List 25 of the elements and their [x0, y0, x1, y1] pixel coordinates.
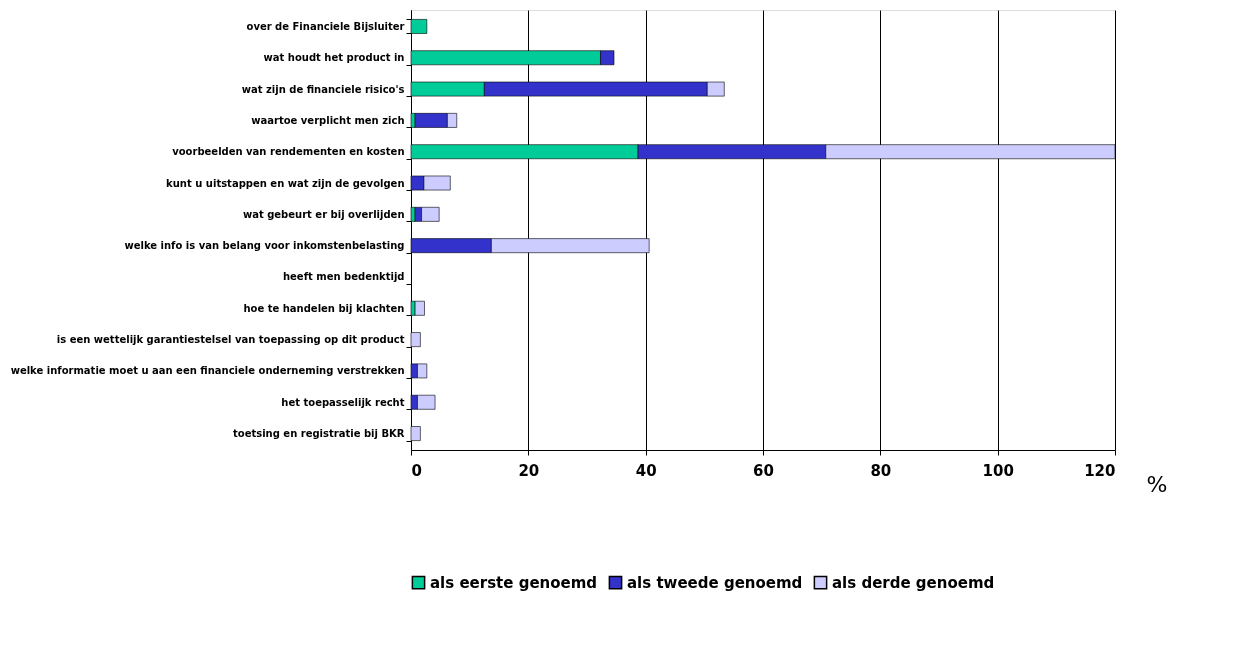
x-tick-label: 60	[753, 461, 774, 480]
y-tick-label: is een wettelijk garantiestelsel van toepassing op dit product	[56, 334, 405, 346]
y-tick-label: wat houdt het product in	[263, 52, 405, 64]
y-tick-label: over de Financiele Bijsluiter	[246, 20, 405, 32]
legend-label: als derde genoemd	[832, 573, 995, 592]
y-tick-label: toetsing en registratie bij BKR	[233, 428, 405, 440]
y-tick-label: voorbeelden van rendementen en kosten	[172, 146, 405, 158]
x-tick-label: 100	[982, 461, 1014, 480]
x-axis-title: %	[1146, 471, 1168, 497]
y-tick-label: kunt u uitstappen en wat zijn de gevolgen	[166, 177, 405, 189]
y-tick-label: wat zijn de financiele risico's	[241, 83, 405, 95]
x-tick-label: 20	[518, 461, 540, 480]
x-tick-label: 0	[411, 461, 422, 480]
x-tick-label: 40	[635, 461, 657, 480]
y-tick-label: waartoe verplicht men zich	[251, 114, 405, 126]
y-tick-label: welke informatie moet u aan een financiele onderneming verstrekken	[10, 365, 405, 377]
x-tick-label: 80	[870, 461, 892, 480]
y-tick-label: welke info is van belang voor inkomstenbelasting	[124, 240, 405, 252]
y-tick-label: wat gebeurt er bij overlijden	[242, 208, 405, 220]
legend-label: als tweede genoemd	[627, 573, 803, 592]
y-tick-label: het toepasselijk recht	[281, 396, 405, 408]
x-tick-label: 120	[1084, 461, 1116, 480]
legend-label: als eerste genoemd	[430, 573, 598, 592]
y-tick-label: heeft men bedenktijd	[282, 271, 405, 283]
y-tick-label: hoe te handelen bij klachten	[243, 302, 405, 314]
